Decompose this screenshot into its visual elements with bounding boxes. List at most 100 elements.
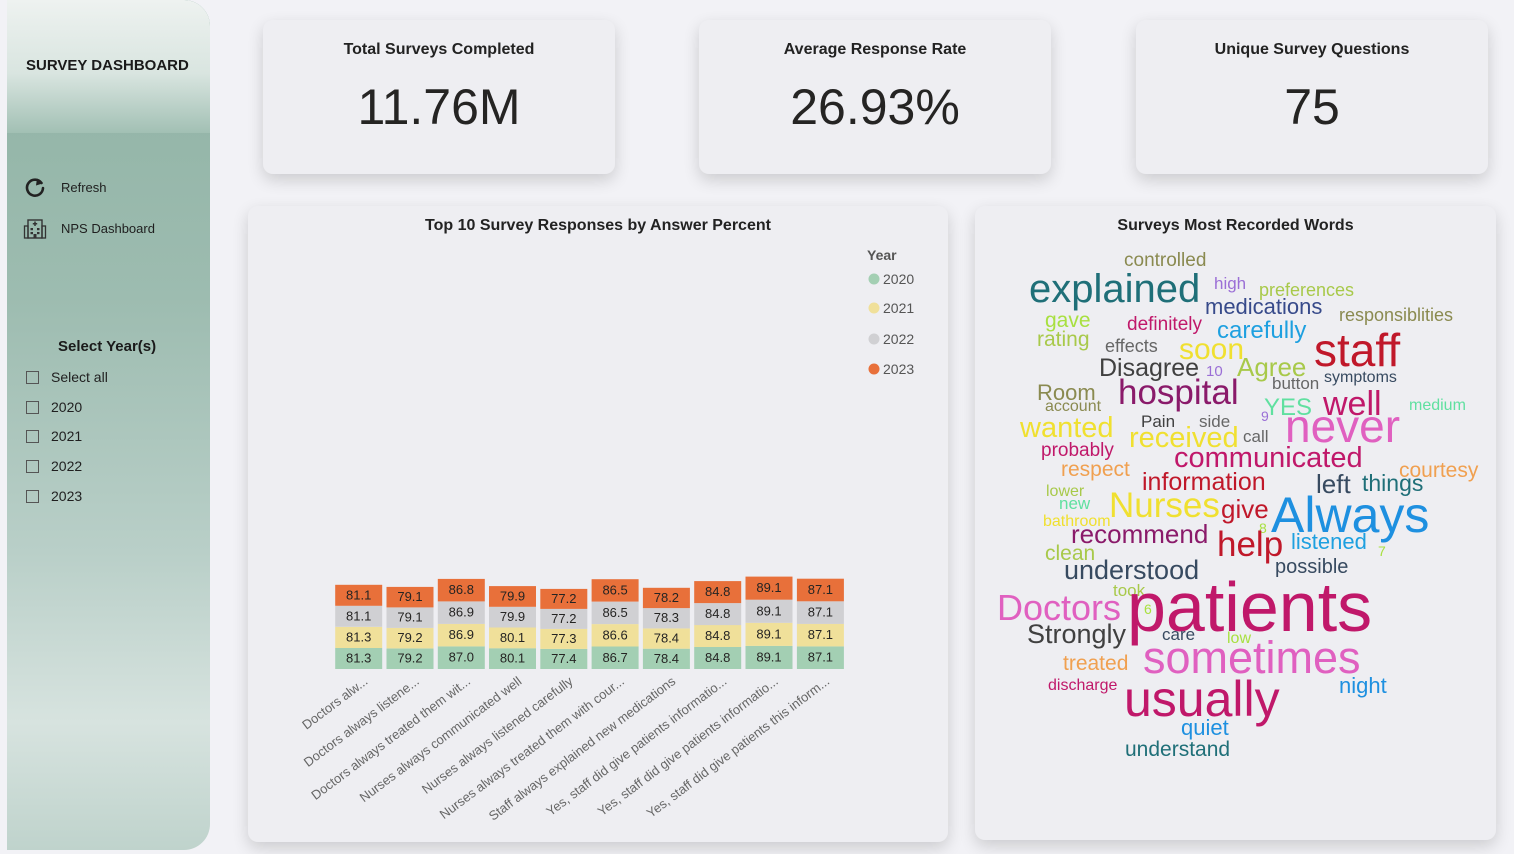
word-cloud-word[interactable]: possible (1275, 556, 1348, 578)
legend-item-2020[interactable]: 2020 (868, 271, 915, 287)
bar-segment-2021[interactable] (642, 628, 690, 649)
word-cloud-word[interactable]: Strongly (1027, 619, 1127, 649)
checkbox[interactable] (26, 489, 39, 503)
bar-segment-2023[interactable] (437, 578, 485, 602)
slicer-option-select-all[interactable]: Select all (26, 369, 108, 385)
bar-segment-2022[interactable] (796, 601, 844, 624)
slicer-option-2020[interactable]: 2020 (26, 399, 82, 415)
word-cloud-word[interactable]: account (1045, 398, 1102, 415)
bar-segment-2020[interactable] (694, 647, 742, 669)
bar-segment-2020[interactable] (386, 648, 434, 670)
word-cloud-word[interactable]: patients (1127, 568, 1372, 646)
bar-segment-2021[interactable] (489, 627, 536, 649)
word-cloud-word[interactable]: took (1113, 581, 1146, 600)
bar-segment-2021[interactable] (437, 623, 485, 647)
word-cloud-word[interactable]: preferences (1259, 280, 1354, 300)
word-cloud-word[interactable]: wanted (1019, 412, 1114, 444)
word-cloud-word[interactable]: things (1362, 470, 1423, 496)
slicer-option-2022[interactable]: 2022 (26, 458, 82, 474)
bar-segment-2020[interactable] (642, 648, 690, 669)
bar-segment-2020[interactable] (591, 646, 639, 670)
word-cloud-word[interactable]: quiet (1181, 715, 1229, 740)
word-cloud-word[interactable]: carefully (1217, 317, 1306, 344)
word-cloud-word[interactable]: Pain (1141, 412, 1175, 431)
word-cloud-word[interactable]: hospital (1118, 373, 1239, 412)
word-cloud-word[interactable]: communicated (1174, 442, 1363, 474)
bar-segment-2023[interactable] (642, 587, 690, 609)
word-cloud-word[interactable]: recommend (1071, 519, 1208, 549)
bar-segment-2022[interactable] (591, 601, 639, 625)
word-cloud-word[interactable]: well (1322, 385, 1382, 423)
bar-segment-2023[interactable] (386, 586, 434, 608)
word-cloud-word[interactable]: Nurses (1109, 486, 1220, 525)
word-cloud-word[interactable]: controlled (1124, 250, 1206, 271)
word-cloud-word[interactable]: usually (1124, 671, 1280, 727)
word-cloud-word[interactable]: gave (1045, 309, 1091, 332)
word-cloud-word[interactable]: give (1221, 494, 1269, 524)
word-cloud-word[interactable]: care (1162, 625, 1195, 644)
bar-segment-2023[interactable] (694, 581, 742, 604)
word-cloud-word[interactable]: 7 (1378, 543, 1386, 559)
word-cloud-word[interactable]: Doctors (997, 587, 1121, 628)
bar-segment-2020[interactable] (796, 646, 844, 669)
bar-segment-2021[interactable] (745, 622, 793, 646)
word-cloud-word[interactable]: side (1199, 412, 1230, 431)
word-cloud-word[interactable]: 10 (1206, 363, 1223, 380)
bar-segment-2021[interactable] (386, 627, 434, 649)
bar-segment-2022[interactable] (694, 603, 742, 626)
bar-segment-2021[interactable] (694, 625, 742, 647)
bar-segment-2023[interactable] (540, 588, 588, 609)
bar-segment-2022[interactable] (642, 608, 690, 629)
word-cloud-word[interactable]: Disagree (1099, 354, 1199, 382)
bar-segment-2020[interactable] (437, 646, 485, 669)
bar-segment-2022[interactable] (437, 601, 485, 624)
word-cloud-word[interactable]: button (1272, 374, 1319, 393)
checkbox[interactable] (26, 370, 39, 384)
word-cloud-word[interactable]: high (1214, 274, 1246, 293)
legend-item-2023[interactable]: 2023 (868, 361, 915, 377)
word-cloud-word[interactable]: courtesy (1399, 459, 1479, 482)
word-cloud-word[interactable]: medium (1409, 397, 1466, 414)
word-cloud-word[interactable]: low (1227, 630, 1251, 647)
bar-segment-2023[interactable] (591, 579, 639, 602)
word-cloud-word[interactable]: listened (1291, 529, 1367, 554)
word-cloud-word[interactable]: Always (1271, 487, 1429, 543)
word-cloud-word[interactable]: effects (1105, 336, 1158, 356)
word-cloud-word[interactable]: responsiblities (1339, 305, 1453, 325)
word-cloud-word[interactable]: soon (1179, 333, 1244, 366)
word-cloud-word[interactable]: clean (1045, 542, 1095, 565)
word-cloud-word[interactable]: Room (1037, 380, 1096, 405)
word-cloud-word[interactable]: staff (1314, 324, 1400, 376)
bar-segment-2022[interactable] (540, 608, 588, 629)
bar-segment-2023[interactable] (489, 586, 536, 607)
word-cloud-word[interactable]: respect (1061, 458, 1130, 481)
checkbox[interactable] (26, 459, 39, 473)
slicer-option-2021[interactable]: 2021 (26, 428, 82, 444)
bar-segment-2020[interactable] (489, 648, 536, 669)
nps-dashboard-button[interactable]: NPS Dashboard (23, 216, 155, 240)
word-cloud-word[interactable]: understood (1064, 555, 1199, 585)
word-cloud-word[interactable]: information (1142, 468, 1266, 496)
checkbox[interactable] (26, 400, 39, 414)
word-cloud-word[interactable]: never (1285, 400, 1400, 452)
word-cloud-word[interactable]: explained (1029, 267, 1200, 311)
word-cloud-word[interactable]: Agree (1237, 352, 1306, 382)
word-cloud-word[interactable]: definitely (1127, 314, 1202, 335)
bar-segment-2020[interactable] (335, 647, 383, 669)
checkbox[interactable] (26, 429, 39, 443)
word-cloud-word[interactable]: rating (1037, 328, 1090, 351)
legend-item-2022[interactable]: 2022 (868, 331, 915, 347)
word-cloud-word[interactable]: left (1316, 469, 1351, 499)
word-cloud-word[interactable]: bathroom (1043, 513, 1111, 530)
word-cloud-word[interactable]: 9 (1261, 408, 1269, 424)
bar-segment-2021[interactable] (540, 628, 588, 649)
word-cloud-word[interactable]: discharge (1048, 677, 1117, 694)
word-cloud-word[interactable]: treated (1063, 652, 1128, 675)
word-cloud-word[interactable]: 8 (1259, 520, 1267, 536)
word-cloud-word[interactable]: help (1217, 525, 1283, 564)
word-cloud-word[interactable]: call (1243, 427, 1269, 446)
word-cloud-word[interactable]: new (1059, 494, 1091, 513)
word-cloud-word[interactable]: symptoms (1324, 369, 1397, 386)
word-cloud-word[interactable]: lower (1046, 483, 1085, 500)
bar-segment-2023[interactable] (796, 578, 844, 602)
